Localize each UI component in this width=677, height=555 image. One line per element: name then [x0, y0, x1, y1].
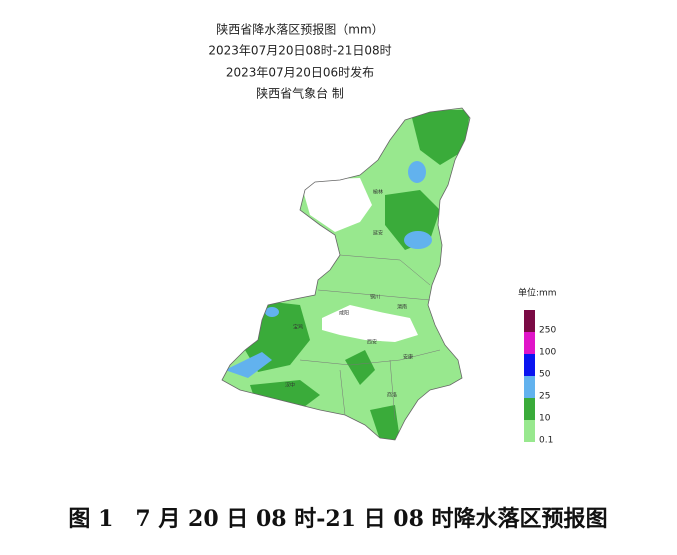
place-label: 榆林 — [373, 189, 383, 196]
legend-swatch — [524, 332, 535, 354]
place-label: 咸阳 — [339, 310, 349, 317]
province-map — [221, 107, 471, 441]
issued: 2023年07月20日06时发布 — [226, 65, 374, 80]
legend-swatch — [524, 398, 535, 420]
legend-label: 100 — [539, 348, 556, 358]
place-label: 延安 — [373, 230, 383, 237]
map-title: 陕西省降水落区预报图（mm） — [216, 22, 383, 37]
legend-label: 250 — [539, 326, 556, 336]
place-label: 安康 — [403, 354, 413, 361]
place-label: 商洛 — [387, 392, 397, 399]
legend-unit: 单位:mm — [518, 287, 557, 299]
place-label: 宝鸡 — [293, 324, 303, 331]
legend-swatch — [524, 354, 535, 376]
legend-label: 10 — [539, 414, 551, 424]
place-label: 汉中 — [285, 382, 295, 389]
legend: 0.1 10 25 50 100 250 — [524, 310, 556, 446]
producer: 陕西省气象台 制 — [256, 86, 344, 101]
caption: 图 1 7 月 20 日 08 时-21 日 08 时降水落区预报图 — [68, 506, 607, 532]
place-label: 西安 — [367, 339, 377, 346]
legend-swatch — [524, 420, 535, 442]
legend-swatch — [524, 310, 535, 332]
legend-label: 0.1 — [539, 436, 553, 446]
period: 2023年07月20日08时-21日08时 — [208, 44, 391, 58]
legend-label: 50 — [539, 370, 551, 380]
place-label: 铜川 — [370, 294, 380, 301]
legend-swatch — [524, 376, 535, 398]
legend-label: 25 — [539, 392, 550, 402]
place-label: 渭南 — [397, 304, 407, 311]
